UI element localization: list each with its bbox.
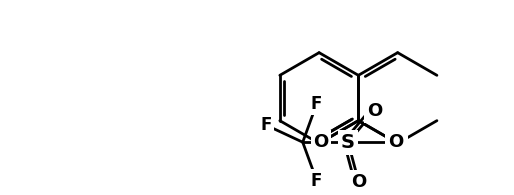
Text: O: O [351, 173, 366, 191]
Text: O: O [366, 102, 382, 120]
Text: O: O [388, 133, 403, 151]
Text: S: S [341, 133, 355, 152]
Text: F: F [311, 95, 322, 113]
Text: O: O [390, 134, 405, 152]
Text: O: O [314, 133, 328, 151]
Text: F: F [311, 172, 322, 190]
Text: F: F [260, 116, 271, 134]
